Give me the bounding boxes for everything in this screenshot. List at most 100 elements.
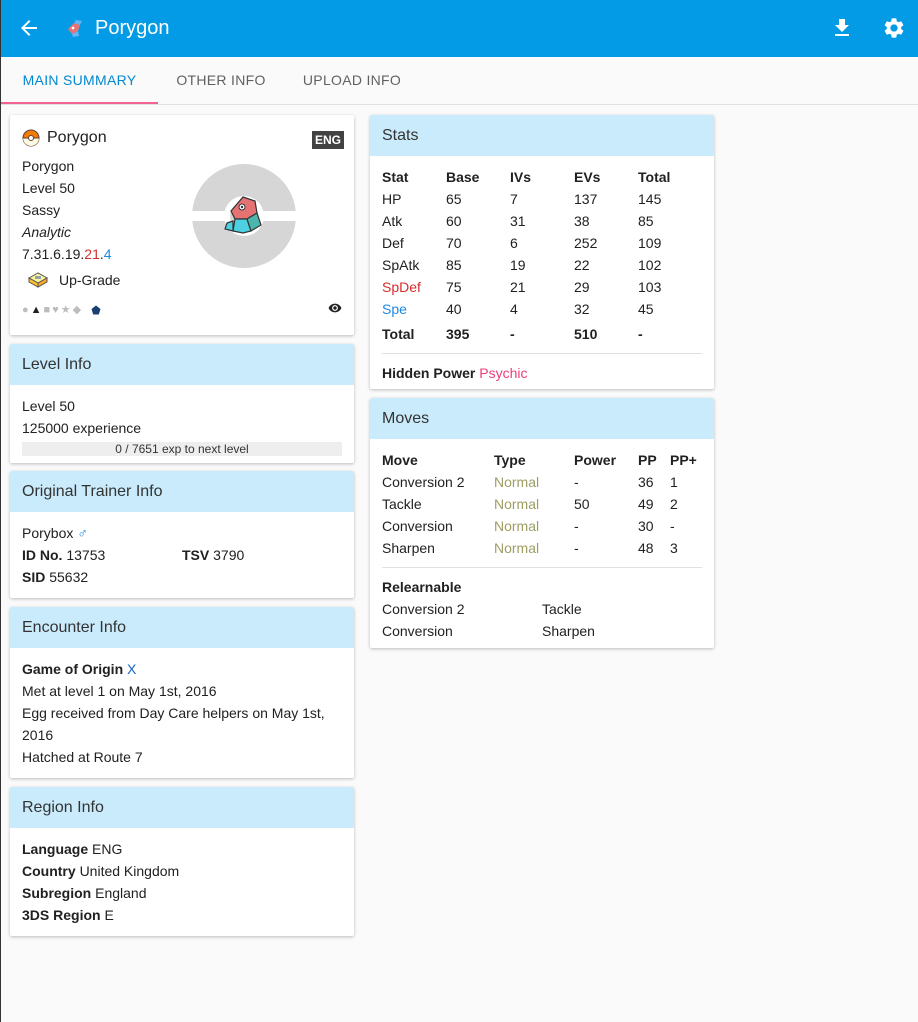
3ds-region-label: 3DS Region xyxy=(22,907,101,923)
encounter-info-card: Encounter Info Game of Origin X Met at l… xyxy=(10,607,354,778)
download-icon[interactable] xyxy=(830,16,854,40)
move-name: Tackle xyxy=(382,496,422,512)
tab-indicator xyxy=(1,102,158,104)
held-item-label: Up-Grade xyxy=(59,272,121,288)
nature: Sassy xyxy=(22,202,61,218)
stat-ivs: 4 xyxy=(510,301,518,317)
stat-base: 60 xyxy=(446,213,462,229)
stat-evs: 29 xyxy=(574,279,590,295)
relearnable-move: Sharpen xyxy=(542,623,595,639)
trainer-info-header: Original Trainer Info xyxy=(10,471,354,512)
stat-base: 70 xyxy=(446,235,462,251)
iv-spread-raised: 4 xyxy=(103,246,112,262)
move-pp: 49 xyxy=(638,496,654,512)
trainer-name: Porybox xyxy=(22,525,74,541)
page-title: Porygon xyxy=(95,17,170,39)
stats-header: Stats xyxy=(370,115,714,156)
game-of-origin: Game of Origin X xyxy=(22,658,342,680)
tsv-field: TSV 3790 xyxy=(182,544,244,566)
stat-row-atk: Atk 60 31 38 85 xyxy=(382,210,702,232)
trainer-id-row: ID No. 13753 TSV 3790 xyxy=(22,544,342,566)
moves-col-ppup: PP+ xyxy=(670,452,697,468)
stat-total-label: Total xyxy=(382,326,415,342)
moves-col-power: Power xyxy=(574,452,617,468)
subregion-row: Subregion England xyxy=(22,882,342,904)
relearnable-row: Conversion Sharpen xyxy=(382,620,702,642)
relearnable-move: Conversion xyxy=(382,623,453,639)
game-of-origin-value: X xyxy=(127,661,137,677)
move-ppup: 2 xyxy=(670,496,678,512)
tab-bar: MAIN SUMMARY OTHER INFO UPLOAD INFO xyxy=(1,57,918,105)
markings: ● ▲ ■ ♥ ★ ◆ xyxy=(22,303,101,316)
gear-icon[interactable] xyxy=(882,16,906,40)
move-row: Conversion 2 Normal - 36 1 xyxy=(382,471,702,493)
stat-total-base: 395 xyxy=(446,326,470,342)
pentagon-origin-icon xyxy=(91,305,101,314)
stat-total-ivs: - xyxy=(510,326,515,342)
stat-ivs: 21 xyxy=(510,279,526,295)
stat-total: 85 xyxy=(638,213,654,229)
ability: Analytic xyxy=(22,224,72,240)
circle-mark-icon: ● xyxy=(22,303,29,316)
move-power: - xyxy=(574,474,579,490)
stats-col-ivs: IVs xyxy=(510,169,532,185)
relearnable-heading: Relearnable xyxy=(382,579,462,595)
stat-total: 103 xyxy=(638,279,662,295)
move-power: - xyxy=(574,518,579,534)
relearnable-table: Conversion 2 Tackle Conversion Sharpen xyxy=(382,598,702,642)
stat-total-evs: 510 xyxy=(574,326,598,342)
iv-spread-dot: . xyxy=(99,246,104,262)
exp-progress-bar: 0 / 7651 exp to next level xyxy=(22,442,342,456)
iv-spread: 7.31.6.19.21.4 xyxy=(22,243,112,265)
region-info-header: Region Info xyxy=(10,787,354,828)
move-ppup: 3 xyxy=(670,540,678,556)
iv-spread-lowered: 21 xyxy=(84,246,100,262)
nickname-row: Porygon xyxy=(22,129,107,147)
held-item: Up-Grade xyxy=(27,271,120,289)
moves-col-pp: PP xyxy=(638,452,657,468)
divider xyxy=(382,353,702,354)
hidden-power-type: Psychic xyxy=(479,365,528,381)
move-name: Conversion 2 xyxy=(382,474,465,490)
app-bar: Porygon xyxy=(1,0,918,57)
tab-other-info[interactable]: OTHER INFO xyxy=(176,72,266,88)
stat-base: 65 xyxy=(446,191,462,207)
stats-col-base: Base xyxy=(446,169,480,185)
current-level: Level 50 xyxy=(22,398,75,414)
game-of-origin-label: Game of Origin xyxy=(22,661,124,677)
summary-info: Porygon Level 50 Sassy Analytic 7.31.6.1… xyxy=(22,155,112,265)
move-ppup: - xyxy=(670,518,675,534)
tsv-label: TSV xyxy=(182,547,210,563)
stat-name: HP xyxy=(382,191,402,207)
stat-name: Atk xyxy=(382,213,403,229)
stat-total: 45 xyxy=(638,301,654,317)
arrow-left-icon[interactable] xyxy=(17,16,41,40)
level: Level 50 xyxy=(22,180,75,196)
porygon-icon xyxy=(68,20,82,37)
heart-mark-icon: ♥ xyxy=(52,303,59,316)
poke-ball-icon xyxy=(22,129,40,147)
eye-icon[interactable] xyxy=(328,301,342,315)
move-pp: 30 xyxy=(638,518,654,534)
trainer-id-label: ID No. xyxy=(22,547,63,563)
nickname: Porygon xyxy=(47,129,107,146)
language-badge: ENG xyxy=(311,131,344,149)
tab-upload-info[interactable]: UPLOAD INFO xyxy=(302,72,402,88)
exp-progress-text: 0 / 7651 exp to next level xyxy=(115,442,249,456)
relearnable-label: Relearnable xyxy=(382,576,702,598)
stat-ivs: 6 xyxy=(510,235,518,251)
hidden-power: Hidden Power Psychic xyxy=(382,362,702,384)
3ds-region-value: E xyxy=(104,907,114,923)
stat-name: Spe xyxy=(382,301,407,317)
up-grade-icon xyxy=(27,272,49,288)
moves-header: Moves xyxy=(370,398,714,439)
stat-evs: 252 xyxy=(574,235,598,251)
subregion-value: England xyxy=(95,885,147,901)
moves-header-row: Move Type Power PP PP+ xyxy=(382,449,702,471)
trainer-sid-row: SID 55632 xyxy=(22,566,342,588)
pokemon-sprite xyxy=(191,163,297,269)
move-type: Normal xyxy=(494,518,540,534)
tab-main-summary[interactable]: MAIN SUMMARY xyxy=(22,72,137,88)
stat-base: 40 xyxy=(446,301,462,317)
stats-table: Stat Base IVs EVs Total HP 65 7 137 145 … xyxy=(382,166,702,345)
